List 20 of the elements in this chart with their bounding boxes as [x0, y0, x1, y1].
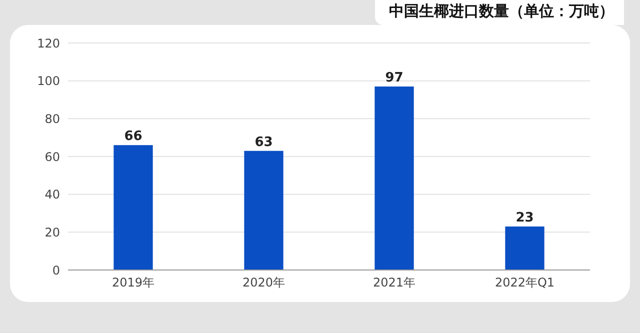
data-label: 23: [516, 210, 534, 226]
bar: [374, 86, 414, 270]
x-tick-label: 2020年: [242, 276, 286, 290]
data-label: 97: [385, 70, 404, 86]
chart-title: 中国生椰进口数量（单位：万吨）: [375, 0, 624, 25]
data-label: 63: [254, 134, 273, 150]
bar: [114, 145, 153, 270]
y-tick-label: 80: [44, 112, 60, 126]
x-tick-label: 2022年Q1: [494, 276, 555, 290]
x-tick-label: 2021年: [372, 276, 416, 290]
x-tick-label: 2019年: [112, 276, 155, 290]
y-tick-label: 60: [44, 150, 60, 164]
data-label: 66: [124, 129, 142, 144]
bar: [244, 150, 284, 270]
y-tick-label: 100: [37, 74, 60, 88]
y-tick-label: 120: [37, 36, 60, 50]
y-tick-label: 20: [44, 225, 60, 240]
y-tick-label: 40: [44, 188, 60, 202]
y-tick-label: 0: [52, 263, 60, 278]
bar: [505, 226, 544, 270]
